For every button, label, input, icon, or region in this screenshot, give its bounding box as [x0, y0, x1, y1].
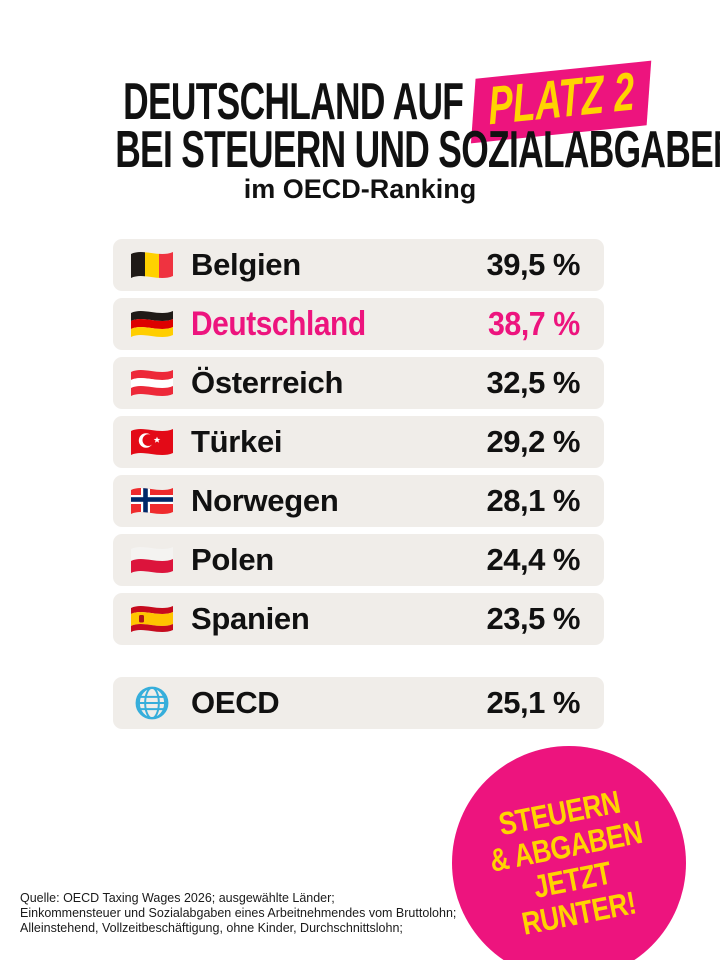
ranking-row-germany: Deutschland 38,7 %: [113, 298, 604, 350]
tax-rate-value: 38,7 %: [488, 305, 580, 342]
spain-flag-icon: [127, 600, 177, 638]
ranking-row-oecd: OECD 25,1 %: [113, 677, 604, 729]
title-line-2: BEI STEUERN UND SOZIALABGABEN: [115, 121, 720, 179]
country-name: Norwegen: [191, 483, 339, 518]
source-line: Einkommensteuer und Sozialabgaben eines …: [20, 906, 457, 920]
austria-flag-icon: [127, 364, 177, 402]
ranking-row-spain: Spanien 23,5 %: [113, 593, 604, 645]
tax-rate-value: 24,4 %: [486, 542, 580, 577]
title-line-1: DEUTSCHLAND AUF PLATZ 2: [123, 60, 651, 144]
campaign-badge-text: STEUERN & ABGABEN JETZT RUNTER!: [480, 782, 657, 945]
ranking-row-turkey: Türkei 29,2 %: [113, 416, 604, 468]
country-name: Spanien: [191, 601, 310, 636]
country-name: Türkei: [191, 424, 283, 459]
country-name: Belgien: [191, 247, 301, 282]
ranking-row-austria: Österreich 32,5 %: [113, 357, 604, 409]
ranking-row-norway: Norwegen 28,1 %: [113, 475, 604, 527]
page-title: DEUTSCHLAND AUF: [123, 73, 464, 131]
germany-flag-icon: [127, 305, 177, 343]
tax-rate-value: 25,1 %: [486, 685, 580, 720]
source-line: Alleinstehend, Vollzeitbeschäftigung, oh…: [20, 921, 403, 935]
belgium-flag-icon: [127, 246, 177, 284]
globe-icon: [127, 684, 177, 722]
country-name: Deutschland: [191, 304, 366, 343]
turkey-flag-icon: [127, 423, 177, 461]
tax-rate-value: 29,2 %: [486, 424, 580, 459]
country-name: Österreich: [191, 365, 344, 400]
ranking-row-poland: Polen 24,4 %: [113, 534, 604, 586]
tax-rate-value: 28,1 %: [486, 483, 580, 518]
campaign-badge: STEUERN & ABGABEN JETZT RUNTER!: [452, 746, 686, 960]
norway-flag-icon: [127, 482, 177, 520]
ranking-row-belgium: Belgien 39,5 %: [113, 239, 604, 291]
tax-rate-value: 23,5 %: [486, 601, 580, 636]
country-name: Polen: [191, 542, 274, 577]
country-name: OECD: [191, 685, 280, 720]
tax-rate-value: 39,5 %: [486, 247, 580, 282]
tax-rate-value: 32,5 %: [486, 365, 580, 400]
poland-flag-icon: [127, 541, 177, 579]
ranking-list: Belgien 39,5 % Deutschland 38,7 %: [113, 239, 604, 729]
subtitle: im OECD-Ranking: [243, 174, 477, 204]
source-line: Quelle: OECD Taxing Wages 2026; ausgewäh…: [20, 891, 335, 905]
source-note: Quelle: OECD Taxing Wages 2026; ausgewäh…: [20, 891, 456, 936]
